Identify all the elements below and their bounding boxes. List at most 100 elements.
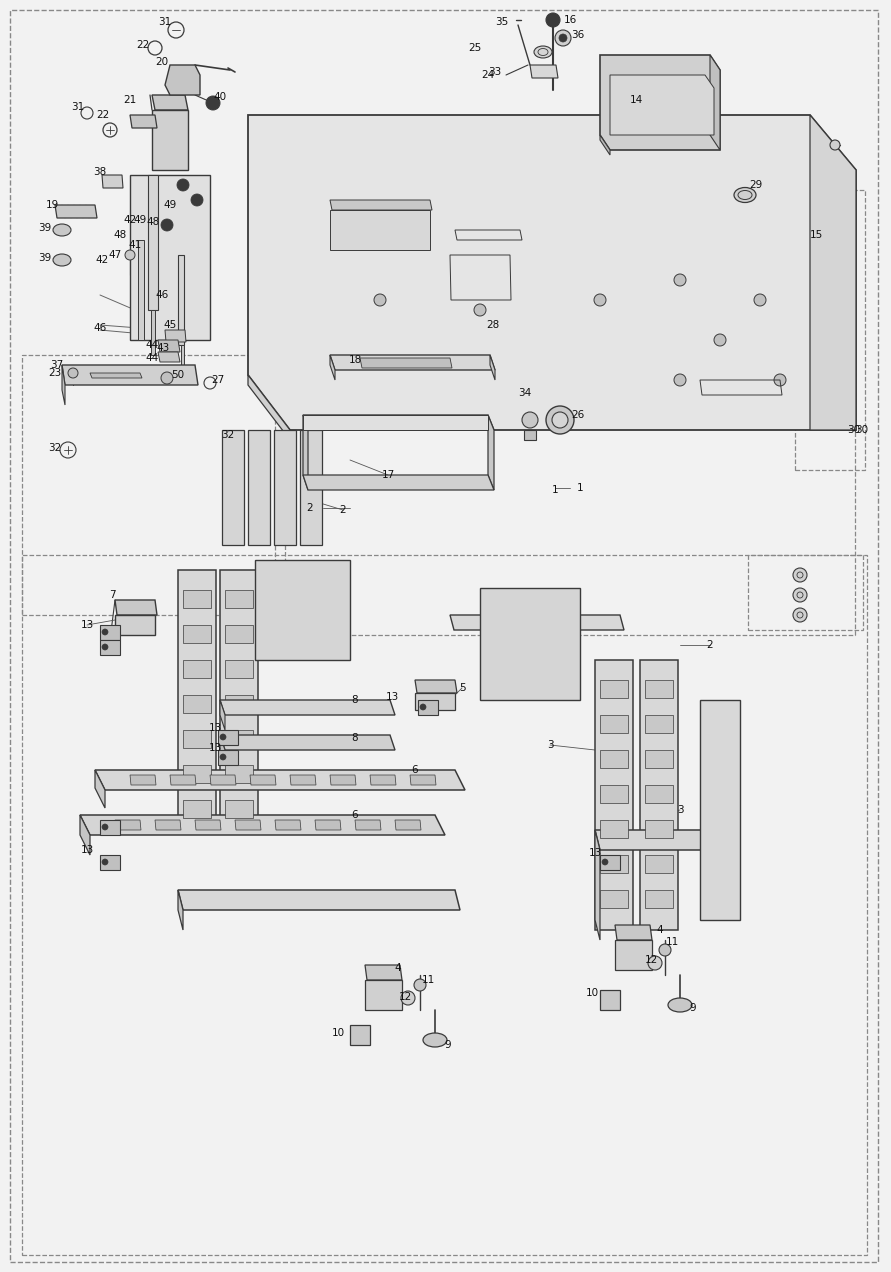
Circle shape bbox=[552, 412, 568, 427]
Polygon shape bbox=[62, 365, 198, 385]
Text: 49: 49 bbox=[163, 200, 176, 210]
Polygon shape bbox=[255, 560, 350, 660]
Polygon shape bbox=[152, 109, 188, 170]
Text: 46: 46 bbox=[94, 323, 107, 333]
Polygon shape bbox=[248, 375, 290, 440]
Polygon shape bbox=[710, 55, 720, 150]
Polygon shape bbox=[600, 715, 628, 733]
Polygon shape bbox=[250, 775, 276, 785]
Text: 6: 6 bbox=[352, 810, 358, 820]
Text: 17: 17 bbox=[381, 469, 395, 480]
Polygon shape bbox=[95, 770, 105, 808]
Polygon shape bbox=[158, 352, 180, 363]
Polygon shape bbox=[410, 775, 436, 785]
Circle shape bbox=[414, 979, 426, 991]
Text: 45: 45 bbox=[163, 321, 176, 329]
Text: 38: 38 bbox=[94, 167, 107, 177]
Text: 42: 42 bbox=[123, 215, 136, 225]
Text: 19: 19 bbox=[45, 200, 59, 210]
Polygon shape bbox=[480, 588, 580, 700]
Circle shape bbox=[546, 13, 560, 27]
Polygon shape bbox=[645, 855, 673, 873]
Bar bbox=[748, 555, 863, 630]
Text: 12: 12 bbox=[644, 955, 658, 965]
Text: 42: 42 bbox=[95, 254, 109, 265]
Polygon shape bbox=[600, 785, 628, 803]
Polygon shape bbox=[130, 775, 156, 785]
Polygon shape bbox=[183, 764, 211, 784]
Text: 39: 39 bbox=[38, 223, 52, 233]
Polygon shape bbox=[100, 855, 120, 870]
Polygon shape bbox=[115, 614, 155, 635]
Polygon shape bbox=[130, 114, 157, 128]
Circle shape bbox=[559, 34, 567, 42]
Text: 40: 40 bbox=[214, 92, 226, 102]
Bar bbox=[22, 555, 867, 1255]
Polygon shape bbox=[370, 775, 396, 785]
Polygon shape bbox=[183, 625, 211, 644]
Circle shape bbox=[191, 195, 203, 206]
Ellipse shape bbox=[53, 254, 71, 266]
Text: 44: 44 bbox=[145, 340, 159, 350]
Polygon shape bbox=[225, 590, 253, 608]
Text: 11: 11 bbox=[421, 976, 435, 985]
Text: 8: 8 bbox=[352, 733, 358, 743]
Polygon shape bbox=[183, 695, 211, 714]
Circle shape bbox=[474, 304, 486, 315]
Polygon shape bbox=[300, 430, 322, 544]
Ellipse shape bbox=[423, 1033, 447, 1047]
Circle shape bbox=[102, 644, 108, 650]
Text: 6: 6 bbox=[412, 764, 418, 775]
Polygon shape bbox=[225, 660, 253, 678]
Polygon shape bbox=[365, 979, 402, 1010]
Circle shape bbox=[602, 859, 608, 865]
Polygon shape bbox=[330, 200, 432, 210]
Polygon shape bbox=[115, 600, 157, 614]
Polygon shape bbox=[290, 775, 316, 785]
Text: 37: 37 bbox=[51, 360, 63, 370]
Polygon shape bbox=[152, 95, 188, 109]
Circle shape bbox=[830, 140, 840, 150]
Polygon shape bbox=[418, 700, 438, 715]
Ellipse shape bbox=[53, 224, 71, 237]
Polygon shape bbox=[595, 831, 600, 940]
Circle shape bbox=[401, 991, 415, 1005]
Text: 43: 43 bbox=[157, 343, 169, 354]
Polygon shape bbox=[158, 340, 180, 352]
Polygon shape bbox=[218, 730, 238, 745]
Text: 34: 34 bbox=[519, 388, 532, 398]
Polygon shape bbox=[183, 660, 211, 678]
Text: 15: 15 bbox=[809, 230, 822, 240]
Polygon shape bbox=[645, 820, 673, 838]
Text: 1: 1 bbox=[576, 483, 584, 494]
Text: 10: 10 bbox=[331, 1028, 345, 1038]
Ellipse shape bbox=[734, 187, 756, 202]
Circle shape bbox=[68, 368, 78, 378]
Polygon shape bbox=[100, 625, 120, 640]
Polygon shape bbox=[600, 990, 620, 1010]
Text: 48: 48 bbox=[113, 230, 127, 240]
Polygon shape bbox=[170, 775, 196, 785]
Text: 5: 5 bbox=[459, 683, 465, 693]
Polygon shape bbox=[222, 430, 244, 544]
Polygon shape bbox=[178, 570, 216, 831]
Circle shape bbox=[220, 734, 226, 740]
Polygon shape bbox=[595, 660, 633, 930]
Polygon shape bbox=[115, 820, 141, 831]
Text: 39: 39 bbox=[38, 253, 52, 263]
Text: 13: 13 bbox=[588, 848, 601, 859]
Polygon shape bbox=[600, 681, 628, 698]
Circle shape bbox=[206, 95, 220, 109]
Text: 32: 32 bbox=[221, 430, 234, 440]
Text: 22: 22 bbox=[96, 109, 110, 120]
Text: 49: 49 bbox=[134, 215, 147, 225]
Polygon shape bbox=[315, 820, 341, 831]
Circle shape bbox=[125, 251, 135, 259]
Polygon shape bbox=[645, 715, 673, 733]
Polygon shape bbox=[274, 430, 296, 544]
Text: 3: 3 bbox=[547, 740, 553, 750]
Circle shape bbox=[220, 754, 226, 759]
Polygon shape bbox=[330, 210, 430, 251]
Polygon shape bbox=[220, 570, 258, 831]
Polygon shape bbox=[488, 415, 494, 490]
